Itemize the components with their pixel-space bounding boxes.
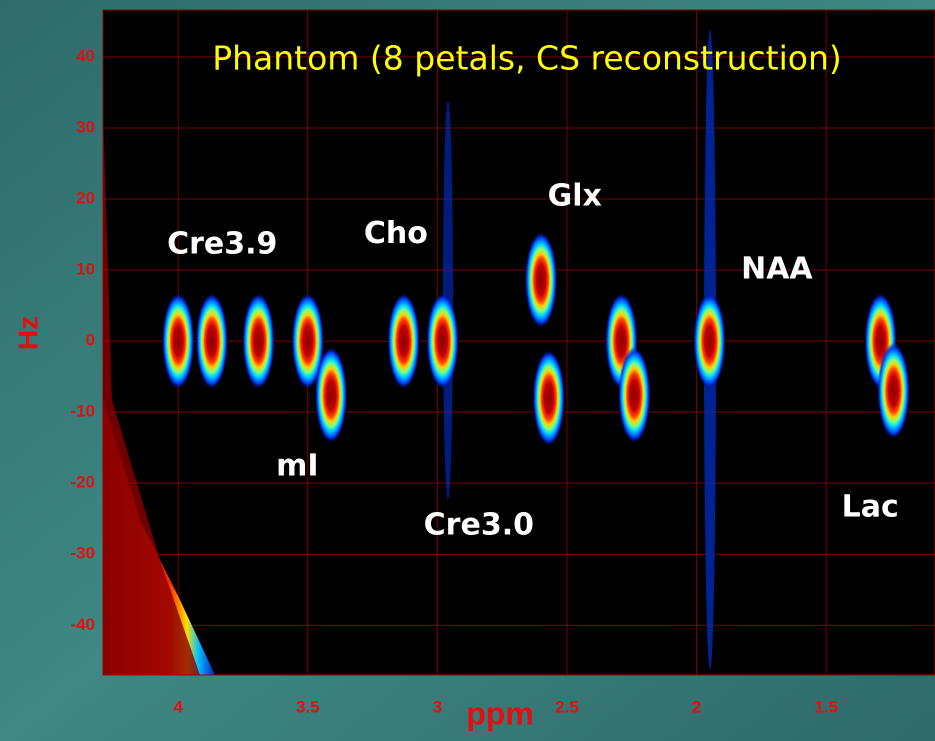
peak <box>877 342 910 439</box>
peak <box>315 347 348 444</box>
chart-title: Phantom (8 petals, CS reconstruction) <box>212 39 842 78</box>
x-tick-label: 2 <box>692 697 701 716</box>
x-axis-label: ppm <box>466 695 534 731</box>
x-tick-label: 2.5 <box>555 697 579 716</box>
diagonal-artifact <box>103 110 200 675</box>
peak <box>618 347 651 444</box>
peak-label: Glx <box>548 178 602 213</box>
y-tick-label: -20 <box>70 473 95 492</box>
peak-label: NAA <box>741 252 813 287</box>
peak-label: Lac <box>842 490 899 525</box>
peak-label: Cre3.9 <box>167 227 277 262</box>
peak <box>242 293 275 390</box>
x-tick-label: 4 <box>173 697 183 716</box>
peak <box>532 349 565 446</box>
y-tick-label: -10 <box>70 402 95 421</box>
x-tick-label: 3 <box>433 697 442 716</box>
peak <box>195 293 228 390</box>
peak <box>387 293 420 390</box>
y-tick-label: 0 <box>86 331 95 350</box>
peak <box>525 231 558 328</box>
peak-label: Cre3.0 <box>424 507 534 542</box>
peak <box>291 293 324 390</box>
plot-frame <box>102 9 935 676</box>
y-tick-label: 10 <box>76 260 95 279</box>
peak <box>162 293 195 390</box>
x-tick-label: 3.5 <box>296 697 320 716</box>
y-tick-label: 20 <box>76 188 95 207</box>
peak-label: Cho <box>364 216 428 251</box>
y-tick-label: -40 <box>70 615 95 634</box>
plot-area <box>103 10 935 675</box>
peak <box>426 293 459 390</box>
peak-label: mI <box>276 448 318 483</box>
plot <box>103 30 910 675</box>
y-tick-label: 30 <box>76 117 95 136</box>
peak <box>693 293 726 390</box>
y-axis-label: Hz <box>12 316 43 350</box>
x-tick-label: 1.5 <box>814 697 838 716</box>
y-tick-label: 40 <box>76 46 95 65</box>
y-tick-label: -30 <box>70 544 95 563</box>
